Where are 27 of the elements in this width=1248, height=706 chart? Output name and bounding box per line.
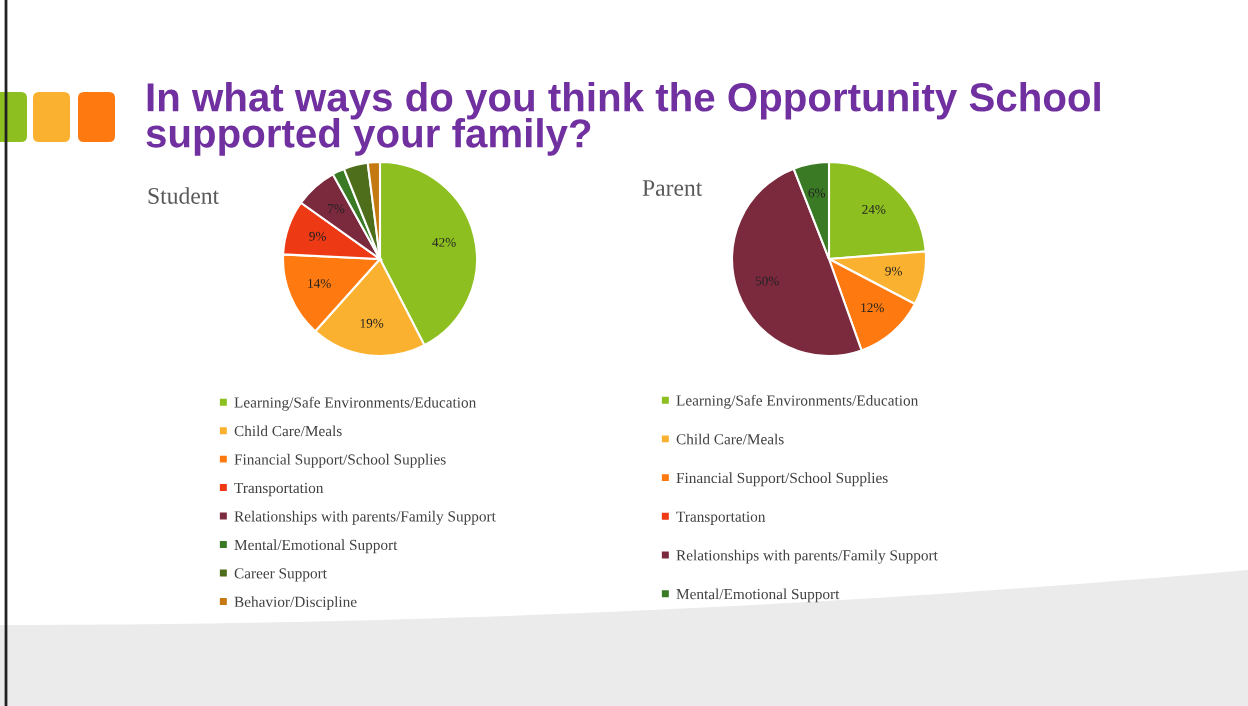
data-label: 9% — [309, 231, 327, 241]
data-label: 19% — [360, 318, 384, 328]
legend-label: Transportation — [676, 511, 766, 525]
text: In what ways do you think the Opportunity School supported your family? — [146, 82, 1100, 156]
data-label: 7% — [328, 204, 345, 214]
data-label: 6% — [808, 188, 826, 198]
legend-label: Financial Support/School Supplies — [234, 453, 446, 468]
legend-label: Behavior/Discipline — [234, 596, 357, 611]
legend-label: Child Care/Meals — [676, 433, 784, 445]
data-label: 9% — [885, 266, 902, 276]
legend-label: Mental/Emotional Support — [234, 539, 398, 554]
legend-label: Financial Support/School Supplies — [676, 472, 888, 487]
legend-label: Child Care/Meals — [234, 425, 342, 437]
legend-label: Learning/Safe Environments/Education — [234, 396, 477, 411]
data-label: 12% — [861, 303, 884, 313]
legend-label: Mental/Emotional Support — [676, 588, 840, 603]
text: Student — [148, 187, 220, 204]
text: Parent — [642, 180, 703, 196]
legend-label: Learning/Safe Environments/Education — [676, 394, 919, 409]
legend-label: Transportation — [234, 482, 324, 497]
legend-label: Relationships with parents/Family Support — [234, 510, 496, 525]
legend-label: Career Support — [234, 568, 327, 582]
data-label: 42% — [432, 237, 456, 247]
legend-label: Relationships with parents/Family Support — [676, 549, 938, 564]
data-label: 50% — [755, 276, 779, 286]
data-label: 24% — [862, 204, 886, 214]
data-label: 14% — [308, 278, 331, 288]
